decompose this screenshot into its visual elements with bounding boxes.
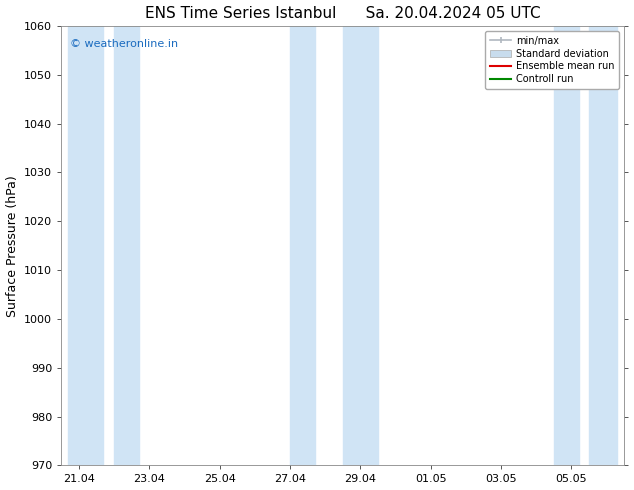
Text: © weatheronline.in: © weatheronline.in	[70, 39, 178, 49]
Bar	[589, 26, 618, 466]
Bar	[343, 26, 378, 466]
Bar	[554, 26, 579, 466]
Bar	[290, 26, 314, 466]
Title: ENS Time Series Istanbul      Sa. 20.04.2024 05 UTC: ENS Time Series Istanbul Sa. 20.04.2024 …	[145, 5, 541, 21]
Bar	[68, 26, 103, 466]
Y-axis label: Surface Pressure (hPa): Surface Pressure (hPa)	[6, 175, 18, 317]
Bar	[114, 26, 139, 466]
Legend: min/max, Standard deviation, Ensemble mean run, Controll run: min/max, Standard deviation, Ensemble me…	[485, 31, 619, 89]
